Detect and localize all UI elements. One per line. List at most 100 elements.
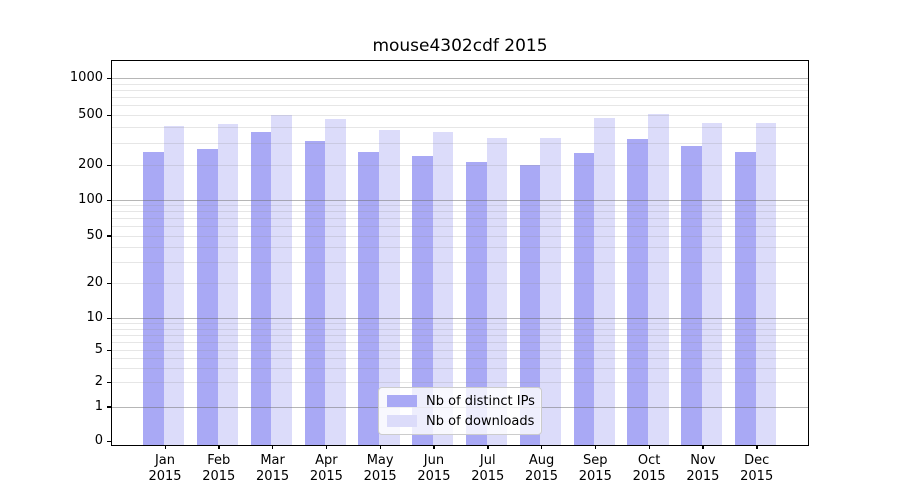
legend-label-downloads: Nb of downloads [426,413,535,429]
y-tick-label-1: 1 [94,398,103,414]
y-tick-label-2: 2 [94,374,103,390]
x-tick-year-jan: 2015 [148,469,182,484]
x-tick-label-aug: Aug 2015 [514,453,570,485]
y-tick-label-5: 5 [94,342,103,357]
x-tick-year-may: 2015 [363,469,397,484]
bar-jun-distinct-ips [412,155,433,445]
bar-may-distinct-ips [358,152,380,445]
x-tick-may [379,445,382,449]
bar-jul-downloads [486,137,508,445]
y-tick-200 [107,164,111,166]
x-tick-year-dec: 2015 [740,469,774,484]
bar-mar-downloads [271,114,293,445]
x-tick-year-jun: 2015 [417,469,451,484]
x-tick-aug [541,445,543,449]
x-tick-month-sep: Sep [583,453,608,468]
x-tick-year-aug: 2015 [524,469,559,484]
chart-title: mouse4302cdf 2015 [372,36,548,56]
y-tick-50 [107,235,111,237]
x-tick-mar [272,445,274,449]
y-tick-1000 [107,77,111,80]
y-tick-0 [107,440,111,442]
x-tick-label-dec: Dec 2015 [729,453,785,485]
bar-jun-downloads [432,131,454,445]
x-tick-label-oct: Oct 2015 [621,453,677,485]
legend-swatch-downloads [387,415,417,427]
y-tick-label-20: 20 [86,275,103,291]
x-tick-year-oct: 2015 [632,469,666,484]
x-tick-label-feb: Feb 2015 [191,453,247,485]
x-tick-month-oct: Oct [637,453,661,468]
bar-oct-downloads [648,113,669,445]
bar-oct-distinct-ips [627,139,648,445]
bar-jan-downloads [163,126,185,445]
bars-layer [112,61,808,445]
x-tick-month-mar: Mar [260,453,285,468]
x-tick-label-jan: Jan 2015 [137,453,193,485]
x-tick-label-jun: Jun 2015 [406,453,462,485]
x-tick-year-mar: 2015 [256,469,290,484]
x-tick-year-sep: 2015 [578,469,612,484]
y-tick-500 [107,114,111,116]
x-tick-label-jul: Jul 2015 [460,453,516,485]
bar-jul-distinct-ips [466,162,487,445]
legend-item-downloads: Nb of downloads [387,414,541,429]
y-tick-label-0: 0 [94,433,103,448]
x-tick-year-feb: 2015 [202,469,236,484]
y-tick-label-50: 50 [86,227,103,243]
x-tick-label-may: May 2015 [352,453,408,485]
plot-area: 0 1 2 5 10 20 50 100 200 500 1000 Jan 2015 Feb 2015 Ma… [70,60,809,484]
bar-apr-distinct-ips [304,141,326,445]
x-tick-jul [487,445,489,449]
y-tick-label-1000: 1000 [69,70,103,86]
x-tick-jun [433,445,435,449]
y-tick-10 [107,317,111,320]
x-tick-feb [218,445,220,449]
x-tick-jan [164,445,166,449]
x-tick-apr [325,445,328,449]
x-tick-year-apr: 2015 [309,469,343,484]
legend-item-distinct-ips: Nb of distinct IPs [387,394,541,409]
y-tick-label-10: 10 [86,310,103,326]
y-tick-2 [107,381,111,384]
x-tick-dec [756,445,758,449]
bar-apr-downloads [325,119,346,445]
x-tick-label-nov: Nov 2015 [675,453,731,485]
y-tick-label-200: 200 [78,157,103,172]
x-tick-month-jun: Jun [423,453,445,468]
bar-dec-distinct-ips [734,151,756,445]
x-tick-month-dec: Dec [744,453,770,468]
bar-sep-distinct-ips [573,153,595,445]
y-tick-20 [107,282,111,285]
bar-may-downloads [379,129,400,445]
bar-mar-distinct-ips [250,131,272,445]
bar-feb-distinct-ips [197,149,218,445]
y-tick-1 [107,406,111,408]
x-tick-month-feb: Feb [207,453,231,468]
x-tick-sep [594,445,597,449]
y-tick-label-100: 100 [78,192,103,207]
x-tick-month-jan: Jan [154,453,176,468]
x-tick-label-sep: Sep 2015 [567,453,623,485]
bar-dec-downloads [755,123,777,445]
bar-aug-distinct-ips [519,165,541,445]
bar-nov-distinct-ips [681,145,702,445]
x-tick-label-mar: Mar 2015 [245,453,301,485]
bar-sep-downloads [594,117,615,445]
x-tick-month-apr: Apr [315,453,338,468]
bar-jan-distinct-ips [143,151,164,445]
y-tick-5 [107,349,111,351]
legend-swatch-distinct-ips [387,395,417,407]
x-tick-year-nov: 2015 [686,469,720,484]
x-tick-month-jul: Jul [479,453,496,468]
bar-aug-downloads [540,138,562,445]
y-tick-label-500: 500 [78,107,103,122]
x-tick-oct [648,445,650,449]
x-tick-month-may: May [366,453,394,468]
x-tick-year-jul: 2015 [471,469,505,484]
y-tick-100 [107,199,111,201]
x-tick-month-aug: Aug [528,453,555,468]
bar-feb-downloads [217,124,239,445]
x-tick-nov [702,445,704,449]
